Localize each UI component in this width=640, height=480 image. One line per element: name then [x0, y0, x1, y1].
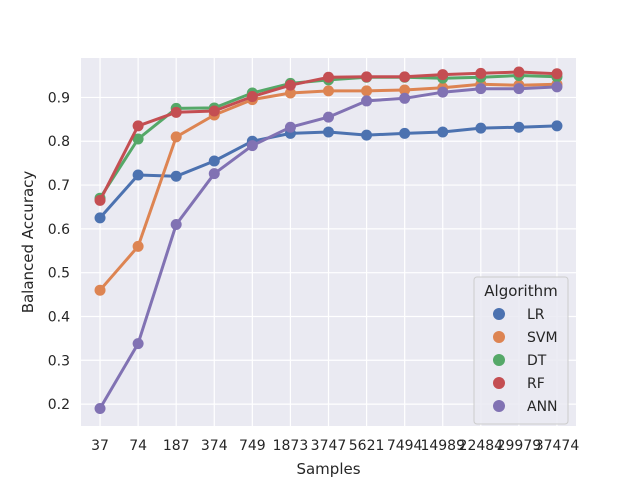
data-point-lr — [513, 121, 525, 133]
data-point-rf — [170, 106, 182, 118]
data-point-ann — [475, 83, 487, 95]
y-tick-label: 0.5 — [48, 266, 70, 282]
data-point-rf — [246, 91, 258, 103]
series-lr — [94, 120, 563, 224]
x-tick-label: 37 — [91, 438, 109, 454]
y-tick-label: 0.9 — [48, 90, 70, 106]
data-point-lr — [361, 129, 373, 141]
data-point-lr — [170, 170, 182, 182]
data-point-rf — [208, 105, 220, 117]
data-point-svm — [132, 240, 144, 252]
data-point-rf — [513, 66, 525, 78]
x-tick-label: 3747 — [311, 438, 347, 454]
x-tick-label: 14989 — [420, 438, 465, 454]
legend-title: Algorithm — [484, 282, 557, 300]
series-layer — [94, 66, 563, 414]
y-axis-label: Balanced Accuracy — [19, 171, 37, 314]
data-point-ann — [399, 92, 411, 104]
x-tick-labels: 37 74 187 374 749 1873 3747 5621 749414989224842… — [91, 438, 579, 454]
x-tick-label: 187 — [163, 438, 190, 454]
x-tick-label: 29979 — [497, 438, 542, 454]
data-point-rf — [284, 79, 296, 91]
data-point-svm — [399, 84, 411, 96]
data-point-rf — [94, 194, 106, 206]
x-tick-label: 22484 — [459, 438, 504, 454]
legend-marker — [493, 354, 505, 366]
data-point-svm — [94, 284, 106, 296]
data-point-rf — [323, 71, 334, 83]
legend-label: SVM — [527, 330, 558, 346]
legend-item-ann: ANN — [493, 399, 558, 415]
legend-items: LR SVM DT RF ANN — [493, 307, 558, 415]
data-point-ann — [208, 168, 220, 180]
data-point-lr — [475, 122, 487, 134]
y-tick-label: 0.4 — [48, 309, 70, 325]
data-point-rf — [132, 120, 144, 132]
legend-label: ANN — [527, 399, 558, 415]
data-point-ann — [513, 83, 525, 95]
data-point-svm — [170, 131, 182, 143]
data-point-svm — [361, 85, 373, 97]
data-point-lr — [399, 127, 411, 139]
data-point-svm — [323, 85, 334, 97]
y-tick-label: 0.6 — [48, 222, 70, 238]
data-point-rf — [361, 71, 373, 83]
data-point-ann — [323, 111, 334, 123]
data-point-lr — [323, 126, 334, 138]
y-tick-label: 0.2 — [48, 397, 70, 413]
data-point-lr — [94, 212, 106, 224]
legend-item-dt: DT — [493, 353, 547, 369]
legend-item-svm: SVM — [493, 330, 558, 346]
data-point-dt — [132, 133, 144, 145]
x-tick-label: 74 — [129, 438, 147, 454]
data-point-ann — [246, 140, 258, 152]
data-point-ann — [94, 402, 106, 414]
legend-marker — [493, 400, 505, 412]
data-point-lr — [551, 120, 563, 132]
x-tick-label: 374 — [201, 438, 228, 454]
data-point-rf — [551, 68, 563, 80]
legend-marker — [493, 308, 505, 320]
y-tick-label: 0.7 — [48, 178, 70, 194]
legend-marker — [493, 377, 505, 389]
x-axis-label: Samples — [296, 460, 360, 478]
y-tick-labels: 0.2 0.3 0.4 0.5 0.6 0.7 0.8 0.9 — [48, 90, 70, 413]
x-tick-label: 7494 — [387, 438, 423, 454]
x-tick-label: 1873 — [273, 438, 309, 454]
x-tick-label: 749 — [239, 438, 266, 454]
legend-marker — [493, 331, 505, 343]
data-point-ann — [170, 218, 182, 230]
data-point-lr — [437, 126, 449, 138]
legend-label: RF — [527, 376, 545, 392]
data-point-rf — [399, 71, 411, 83]
series-rf — [94, 66, 563, 206]
x-tick-label: 5621 — [349, 438, 385, 454]
series-ann — [94, 81, 563, 414]
data-point-svm — [284, 87, 296, 99]
legend-label: DT — [527, 353, 547, 369]
legend-item-lr: LR — [493, 307, 545, 323]
legend-item-rf: RF — [493, 376, 545, 392]
data-point-rf — [437, 69, 449, 81]
data-point-ann — [284, 121, 296, 133]
data-point-rf — [475, 67, 487, 79]
legend: Algorithm LR SVM DT RF ANN — [473, 276, 569, 425]
legend-label: LR — [527, 307, 545, 323]
data-point-ann — [132, 338, 144, 350]
y-tick-label: 0.3 — [48, 353, 70, 369]
data-point-lr — [208, 155, 220, 167]
data-point-ann — [437, 86, 449, 98]
x-tick-label: 37474 — [535, 438, 580, 454]
data-point-lr — [132, 169, 144, 181]
data-point-ann — [551, 81, 563, 93]
data-point-ann — [361, 95, 373, 107]
y-tick-label: 0.8 — [48, 134, 70, 150]
